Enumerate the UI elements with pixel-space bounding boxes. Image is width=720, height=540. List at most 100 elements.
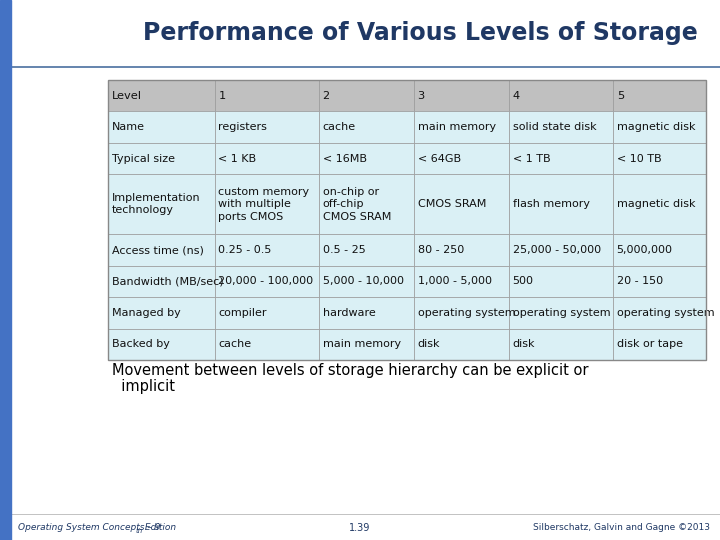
Text: disk: disk [418,339,440,349]
Bar [108,143,215,174]
Text: registers: registers [218,122,267,132]
Bar [509,80,613,111]
Bar [215,297,319,328]
Text: operating system: operating system [616,308,714,318]
Bar [215,111,319,143]
Text: cache: cache [323,122,356,132]
Bar [108,111,215,143]
Bar [613,80,706,111]
Text: < 1 TB: < 1 TB [513,153,550,164]
Text: < 1 KB: < 1 KB [218,153,256,164]
Bar [414,266,509,297]
Bar [414,111,509,143]
Text: Operating System Concepts – 9: Operating System Concepts – 9 [18,523,161,532]
Bar [613,297,706,328]
Bar [509,234,613,266]
Text: 80 - 250: 80 - 250 [418,245,464,255]
Text: < 64GB: < 64GB [418,153,461,164]
Bar [414,328,509,360]
Text: operating system: operating system [418,308,516,318]
Text: Typical size: Typical size [112,153,174,164]
Text: Implementation
technology: Implementation technology [112,193,200,215]
Text: Managed by: Managed by [112,308,180,318]
Bar [108,234,215,266]
Text: Edition: Edition [142,523,176,532]
Bar [509,266,613,297]
Text: operating system: operating system [513,308,610,318]
Text: < 16MB: < 16MB [323,153,366,164]
Bar [108,297,215,328]
Text: 20,000 - 100,000: 20,000 - 100,000 [218,276,314,286]
Bar [108,174,215,234]
Bar [319,80,414,111]
Text: 20 - 150: 20 - 150 [616,276,662,286]
Text: 25,000 - 50,000: 25,000 - 50,000 [513,245,600,255]
Bar [414,143,509,174]
Text: cache: cache [218,339,251,349]
Text: < 10 TB: < 10 TB [616,153,661,164]
Text: 3: 3 [418,91,425,101]
Bar [108,80,706,360]
Text: magnetic disk: magnetic disk [616,199,695,210]
Text: th: th [136,528,143,534]
Bar [108,80,215,111]
Bar [0,0,11,540]
Bar [414,174,509,234]
Text: Movement between levels of storage hierarchy can be explicit or: Movement between levels of storage hiera… [112,363,588,378]
Bar [613,266,706,297]
Text: disk: disk [513,339,535,349]
Bar [613,143,706,174]
Bar [613,174,706,234]
Bar [414,80,509,111]
Text: 4: 4 [513,91,520,101]
Bar [414,234,509,266]
Text: Performance of Various Levels of Storage: Performance of Various Levels of Storage [143,21,698,45]
Bar [319,143,414,174]
Bar [108,328,215,360]
Text: 1: 1 [218,91,225,101]
Text: compiler: compiler [218,308,267,318]
Bar [215,80,319,111]
Text: Name: Name [112,122,145,132]
Text: custom memory
with multiple
ports CMOS: custom memory with multiple ports CMOS [218,187,310,222]
Bar [414,297,509,328]
Bar [215,234,319,266]
Bar [319,266,414,297]
Text: on-chip or
off-chip
CMOS SRAM: on-chip or off-chip CMOS SRAM [323,187,391,222]
Bar [319,111,414,143]
Bar [613,111,706,143]
Text: 0.5 - 25: 0.5 - 25 [323,245,365,255]
Text: 0.25 - 0.5: 0.25 - 0.5 [218,245,272,255]
Text: CMOS SRAM: CMOS SRAM [418,199,486,210]
Bar [215,266,319,297]
Bar [509,111,613,143]
Text: Backed by: Backed by [112,339,169,349]
Text: 1,000 - 5,000: 1,000 - 5,000 [418,276,492,286]
Bar [613,328,706,360]
Text: Level: Level [112,91,142,101]
Bar [509,143,613,174]
Bar [215,328,319,360]
Text: implicit: implicit [112,379,175,394]
Text: 5,000,000: 5,000,000 [616,245,672,255]
Text: flash memory: flash memory [513,199,590,210]
Bar [509,328,613,360]
Text: main memory: main memory [323,339,401,349]
Text: main memory: main memory [418,122,495,132]
Bar [319,328,414,360]
Bar [613,234,706,266]
Text: disk or tape: disk or tape [616,339,683,349]
Bar [509,174,613,234]
Bar [319,297,414,328]
Text: hardware: hardware [323,308,375,318]
Bar [319,174,414,234]
Text: 1.39: 1.39 [349,523,371,533]
Bar [215,174,319,234]
Bar [319,234,414,266]
Text: 500: 500 [513,276,534,286]
Text: Silberschatz, Galvin and Gagne ©2013: Silberschatz, Galvin and Gagne ©2013 [533,523,710,532]
Text: 5: 5 [616,91,624,101]
Bar [509,297,613,328]
Bar [108,266,215,297]
Text: 2: 2 [323,91,330,101]
